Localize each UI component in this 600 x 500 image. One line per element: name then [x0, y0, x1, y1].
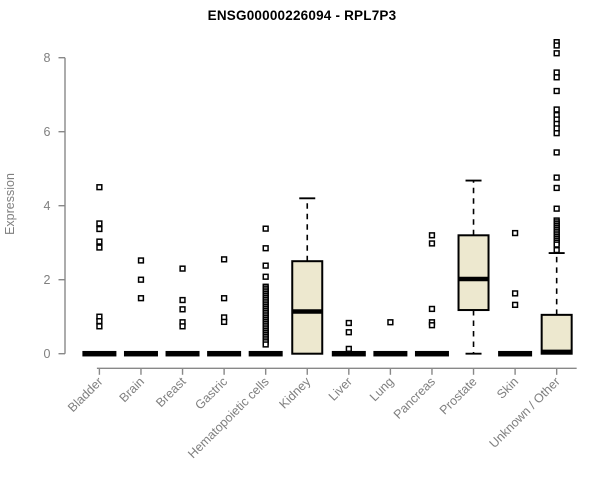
- boxplot-group: [82, 184, 117, 357]
- y-axis: 0 2 4 6 8: [44, 51, 66, 361]
- outlier-point: [511, 290, 519, 297]
- outlier-point: [553, 106, 560, 113]
- boxplot-group: [457, 179, 490, 355]
- box-iqr: [291, 260, 324, 355]
- y-tick-label: 2: [44, 273, 51, 287]
- boxplot-group: [207, 256, 242, 357]
- outlier-point: [553, 130, 560, 137]
- outlier-point: [553, 241, 560, 248]
- outlier-point: [137, 295, 145, 302]
- x-tick-label: Prostate: [437, 374, 480, 417]
- y-tick-label: 8: [44, 51, 51, 65]
- outlier-point: [511, 229, 519, 237]
- outlier-point: [428, 232, 436, 239]
- boxplot-group: [540, 39, 573, 355]
- outlier-point: [96, 244, 103, 251]
- boxplot-group: [248, 225, 283, 357]
- collapsed-box: [373, 350, 408, 357]
- outlier-point: [428, 305, 436, 313]
- x-tick-label: Hematopoietic cells: [185, 375, 272, 462]
- boxplot-group: [331, 319, 366, 357]
- collapsed-box: [331, 350, 366, 357]
- outlier-point: [179, 296, 186, 304]
- outlier-point: [137, 257, 145, 264]
- outlier-point: [345, 319, 352, 327]
- x-tick-label: Lung: [367, 374, 397, 404]
- y-tick-label: 6: [44, 125, 51, 139]
- outlier-point: [179, 306, 186, 313]
- outlier-point: [553, 174, 560, 181]
- outlier-point: [96, 323, 103, 330]
- outlier-point: [553, 42, 560, 49]
- chart-title: ENSG00000226094 - RPL7P3: [207, 8, 397, 23]
- collapsed-box: [82, 350, 117, 357]
- outlier-point: [345, 329, 352, 336]
- outlier-point: [96, 238, 103, 245]
- x-tick-label: Bladder: [65, 375, 105, 415]
- outlier-point: [428, 322, 436, 329]
- boxplot-group: [498, 229, 533, 357]
- x-tick-label: Breast: [153, 374, 189, 410]
- x-tick-label: Kidney: [276, 374, 313, 411]
- box-iqr: [457, 234, 490, 312]
- collapsed-box: [498, 350, 533, 357]
- outlier-point: [179, 265, 186, 272]
- outlier-point: [387, 319, 394, 326]
- y-tick-label: 4: [44, 199, 51, 213]
- outlier-point: [262, 262, 269, 269]
- outlier-point: [220, 318, 228, 326]
- boxplot-group: [291, 197, 324, 355]
- outlier-point: [553, 87, 560, 95]
- outlier-point: [553, 246, 560, 254]
- x-tick-label: Pancreas: [391, 375, 438, 422]
- outlier-point: [137, 276, 145, 283]
- boxplot-group: [123, 257, 158, 357]
- outlier-point: [220, 256, 228, 263]
- outlier-point: [262, 273, 269, 280]
- collapsed-box: [123, 350, 158, 357]
- boxplot-group: [165, 265, 200, 357]
- y-tick-label: 0: [44, 347, 51, 361]
- boxplot-group: [373, 319, 408, 357]
- collapsed-box: [165, 350, 200, 357]
- boxplot-group: [414, 232, 449, 357]
- collapsed-box: [207, 350, 242, 357]
- x-tick-label: Unknown / Other: [487, 375, 563, 451]
- outlier-point: [511, 301, 519, 309]
- outlier-point: [262, 245, 269, 252]
- outlier-point: [96, 220, 103, 227]
- box-iqr: [540, 313, 573, 355]
- outlier-point: [428, 240, 436, 247]
- x-tick-label: Gastric: [192, 375, 230, 413]
- outlier-point: [96, 184, 103, 191]
- outlier-point: [553, 50, 560, 57]
- collapsed-box: [248, 350, 283, 357]
- outlier-point: [96, 225, 103, 233]
- outlier-point: [345, 345, 352, 353]
- outlier-point: [179, 323, 186, 330]
- outlier-point: [553, 149, 560, 156]
- collapsed-box: [414, 350, 449, 357]
- outlier-point: [220, 295, 228, 302]
- x-tick-label: Skin: [494, 374, 521, 401]
- outlier-point: [553, 184, 560, 192]
- x-tick-label: Brain: [117, 374, 148, 405]
- outlier-point: [553, 205, 560, 212]
- outlier-point: [553, 74, 560, 81]
- outlier-point: [96, 317, 103, 325]
- outlier-point: [262, 225, 269, 232]
- outlier-point: [262, 341, 269, 348]
- x-tick-label: Liver: [326, 375, 355, 404]
